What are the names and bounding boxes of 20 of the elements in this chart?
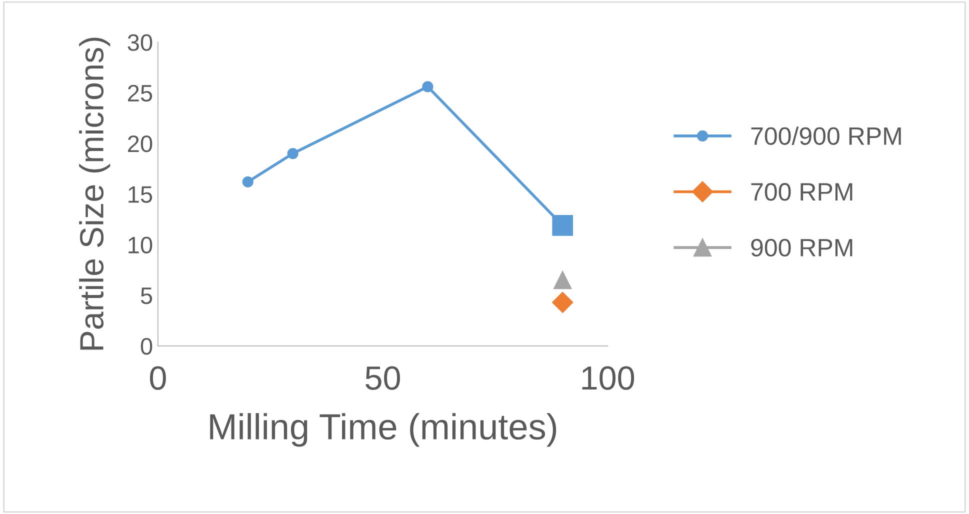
- y-tick-label: 30: [128, 34, 152, 51]
- legend-label: 700 RPM: [751, 183, 852, 201]
- y-tick-label: 0: [140, 338, 152, 355]
- point: [242, 176, 254, 188]
- point: [287, 148, 298, 160]
- y-tick-label: 5: [140, 288, 152, 304]
- y-tick-label: 25: [128, 84, 152, 102]
- y-axis-title: Partile Size (microns): [79, 38, 110, 350]
- x-tick-label: 50: [366, 366, 400, 390]
- x-tick-label: 100: [582, 366, 634, 390]
- y-tick-label: 15: [128, 186, 152, 203]
- point: [552, 292, 574, 313]
- point: [554, 271, 572, 290]
- y-tick-label: 20: [128, 135, 152, 152]
- point: [552, 215, 574, 236]
- y-tick-label: 10: [128, 236, 152, 254]
- legend-label: 700/900 RPM: [751, 126, 901, 145]
- legend-label: 900 RPM: [751, 238, 852, 257]
- x-axis-title: Milling Time (minutes): [210, 413, 556, 447]
- point: [422, 81, 434, 92]
